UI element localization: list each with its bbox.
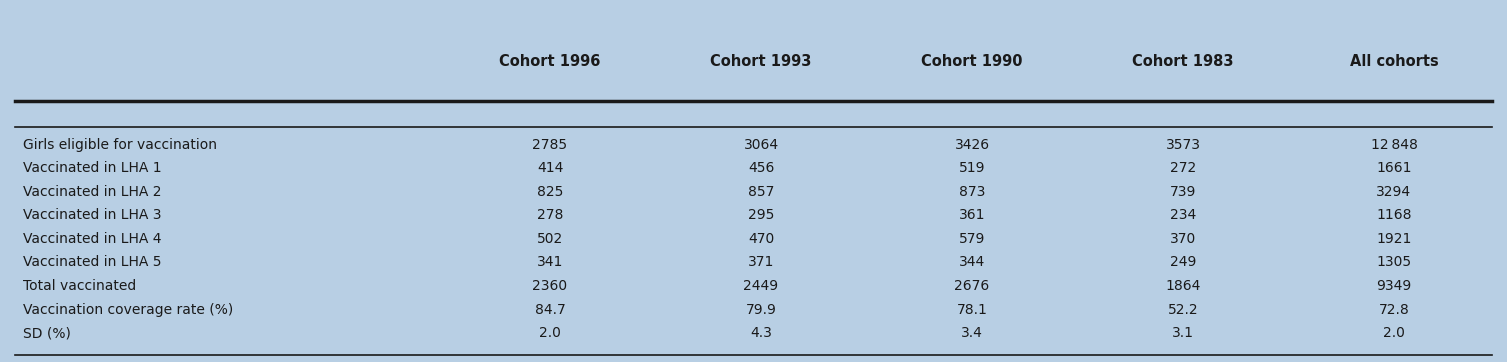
Text: 79.9: 79.9 [746,303,776,316]
Text: 3.1: 3.1 [1172,326,1194,340]
Text: 3.4: 3.4 [961,326,983,340]
Text: 857: 857 [747,185,775,199]
Text: 52.2: 52.2 [1168,303,1198,316]
Text: 84.7: 84.7 [535,303,565,316]
Text: 78.1: 78.1 [957,303,987,316]
Text: Cohort 1983: Cohort 1983 [1132,54,1234,69]
Text: 519: 519 [958,161,986,175]
Text: 2.0: 2.0 [540,326,561,340]
Text: 341: 341 [536,256,564,269]
Text: 739: 739 [1169,185,1197,199]
Text: Vaccinated in LHA 4: Vaccinated in LHA 4 [23,232,161,246]
Text: 344: 344 [958,256,986,269]
Text: SD (%): SD (%) [23,326,71,340]
Text: Girls eligible for vaccination: Girls eligible for vaccination [23,138,217,152]
Text: 502: 502 [536,232,564,246]
Text: Vaccinated in LHA 5: Vaccinated in LHA 5 [23,256,161,269]
Text: 456: 456 [747,161,775,175]
Text: 72.8: 72.8 [1379,303,1409,316]
Text: 361: 361 [958,209,986,222]
Text: Vaccination coverage rate (%): Vaccination coverage rate (%) [23,303,234,316]
Text: Cohort 1996: Cohort 1996 [499,54,601,69]
Text: 2785: 2785 [532,138,568,152]
Text: 1168: 1168 [1376,209,1412,222]
Text: Cohort 1990: Cohort 1990 [921,54,1023,69]
Text: 1921: 1921 [1376,232,1412,246]
Text: 2360: 2360 [532,279,568,293]
Text: Vaccinated in LHA 2: Vaccinated in LHA 2 [23,185,161,199]
Text: 579: 579 [958,232,986,246]
Text: 12 848: 12 848 [1370,138,1418,152]
Text: 370: 370 [1169,232,1197,246]
Text: All cohorts: All cohorts [1350,54,1438,69]
Text: Cohort 1993: Cohort 1993 [710,54,812,69]
Text: 234: 234 [1169,209,1197,222]
Text: Total vaccinated: Total vaccinated [23,279,136,293]
Text: 470: 470 [747,232,775,246]
Text: 2676: 2676 [954,279,990,293]
Text: 3573: 3573 [1165,138,1201,152]
Text: 3426: 3426 [954,138,990,152]
Text: 1661: 1661 [1376,161,1412,175]
Text: 295: 295 [747,209,775,222]
Text: 825: 825 [536,185,564,199]
Text: 3294: 3294 [1376,185,1412,199]
Text: 278: 278 [536,209,564,222]
Text: 4.3: 4.3 [750,326,772,340]
Text: 3064: 3064 [743,138,779,152]
Text: 414: 414 [536,161,564,175]
Text: 2.0: 2.0 [1383,326,1405,340]
Text: 1305: 1305 [1376,256,1412,269]
Text: Vaccinated in LHA 3: Vaccinated in LHA 3 [23,209,161,222]
Text: 9349: 9349 [1376,279,1412,293]
Text: Vaccinated in LHA 1: Vaccinated in LHA 1 [23,161,161,175]
Text: 873: 873 [958,185,986,199]
Text: 1864: 1864 [1165,279,1201,293]
Text: 249: 249 [1169,256,1197,269]
Text: 371: 371 [747,256,775,269]
Text: 272: 272 [1169,161,1197,175]
Text: 2449: 2449 [743,279,779,293]
